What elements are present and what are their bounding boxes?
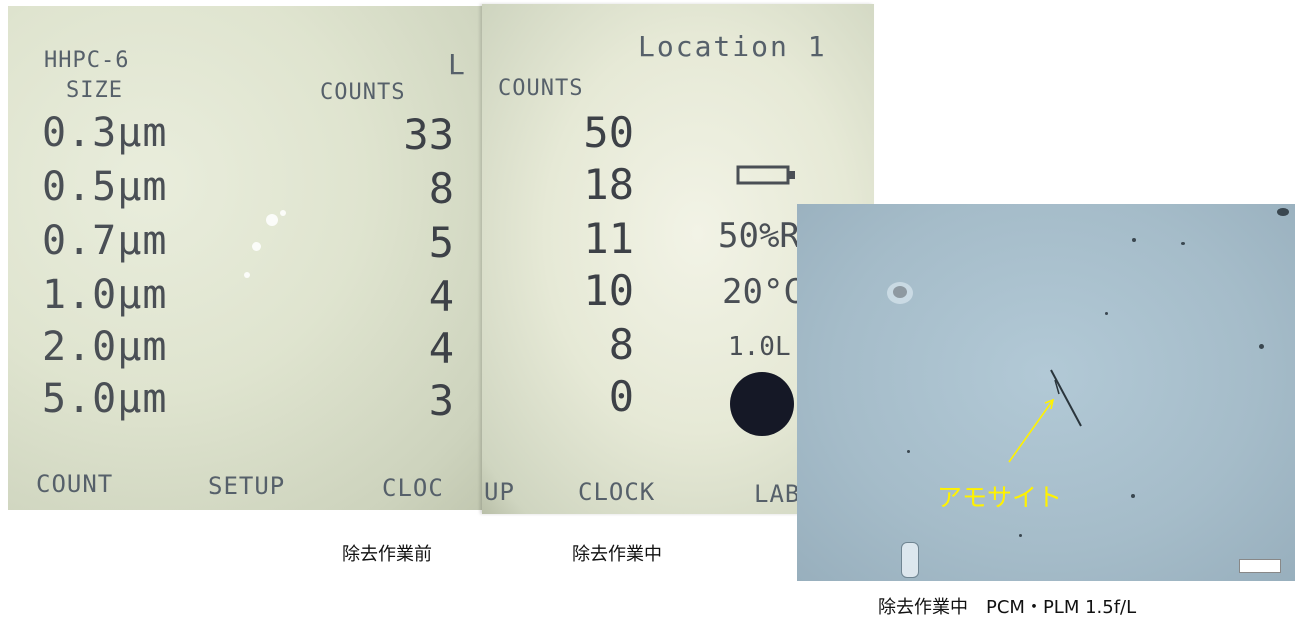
size-header: SIZE xyxy=(66,78,123,103)
count-value: 8 xyxy=(608,320,634,369)
arrow-icon xyxy=(1008,398,1055,463)
location-label: Location 1 xyxy=(638,30,827,63)
particle-halo xyxy=(887,282,913,304)
particle xyxy=(1132,238,1136,242)
glare-reflection xyxy=(280,210,286,216)
count-value: 3 xyxy=(428,376,454,425)
count-value: 11 xyxy=(583,214,634,263)
softkey-clock: CLOC xyxy=(382,474,444,502)
size-row: 2.0µm xyxy=(42,324,168,370)
temperature-readout: 20°C xyxy=(722,272,804,312)
size-row: 0.5µm xyxy=(42,164,168,210)
battery-icon xyxy=(736,165,795,185)
caption-before: 除去作業前 xyxy=(342,544,432,565)
volume-readout: 1.0L xyxy=(728,332,791,362)
particle xyxy=(1181,242,1185,245)
particle xyxy=(1131,494,1135,498)
counts-header: COUNTS xyxy=(498,76,584,101)
particle xyxy=(907,450,910,453)
particle xyxy=(1019,534,1022,537)
size-row: 0.3µm xyxy=(42,110,168,156)
glare-reflection xyxy=(252,242,261,251)
microscope-photo: アモサイト xyxy=(797,204,1295,581)
count-value: 5 xyxy=(428,218,454,267)
count-value: 4 xyxy=(428,272,454,321)
glare-reflection xyxy=(266,214,278,226)
size-row: 1.0µm xyxy=(42,272,168,318)
count-value: 33 xyxy=(403,110,454,159)
scale-bar xyxy=(1239,559,1281,573)
softkey-count: COUNT xyxy=(36,470,114,498)
softkey-up: UP xyxy=(484,478,515,506)
lcd-photo-before: HHPC-6 L SIZE COUNTS 0.3µm 0.5µm 0.7µm 1… xyxy=(8,6,486,510)
softkey-clock: CLOCK xyxy=(578,478,656,506)
particle xyxy=(1259,344,1264,349)
count-value: 10 xyxy=(583,266,634,315)
particle xyxy=(1277,208,1289,216)
glare-reflection xyxy=(244,272,250,278)
fiber-and-arrow xyxy=(1008,369,1082,463)
model-name: HHPC-6 xyxy=(44,48,130,73)
size-row: 5.0µm xyxy=(42,376,168,422)
recording-dot-icon xyxy=(730,372,794,436)
size-row: 0.7µm xyxy=(42,218,168,264)
caption-microscope: 除去作業中 PCM・PLM 1.5f/L xyxy=(878,597,1137,618)
particle xyxy=(901,542,919,578)
count-value: 50 xyxy=(583,108,634,157)
location-fragment: L xyxy=(448,48,466,81)
count-value: 4 xyxy=(428,324,454,373)
count-value: 0 xyxy=(608,372,634,421)
count-value: 18 xyxy=(583,160,634,209)
amosite-label: アモサイト xyxy=(937,483,1063,512)
count-value: 8 xyxy=(428,164,454,213)
softkey-setup: SETUP xyxy=(208,472,286,500)
counts-header: COUNTS xyxy=(320,80,406,105)
caption-during: 除去作業中 xyxy=(572,544,662,565)
particle xyxy=(1105,312,1108,315)
